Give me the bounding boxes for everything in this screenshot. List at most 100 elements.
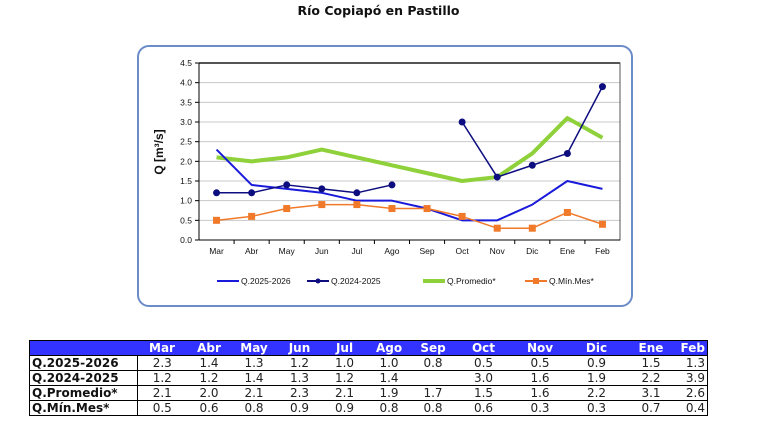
y-tick-label: 0.0 — [180, 235, 192, 245]
table-cell: 2.3 — [277, 385, 322, 401]
table-cell: 1.5 — [625, 355, 677, 371]
table-cell: 0.6 — [187, 400, 231, 416]
x-tick-label: Mar — [209, 246, 224, 256]
table-row: Q.2025-2026 2.3 1.4 1.3 1.2 1.0 1.0 0.8 0.5 0.5 0.… — [29, 355, 708, 371]
x-tick-label: Oct — [456, 246, 470, 256]
table-row: Q.2024-2025 1.2 1.2 1.4 1.3 1.2 1.4 3.0 1.6 1.9 2.… — [29, 370, 708, 386]
table-cell: 0.9 — [322, 400, 367, 416]
data-point — [528, 161, 536, 169]
data-point — [283, 181, 291, 189]
table-cell: 1.2 — [322, 370, 367, 386]
series-line — [216, 184, 393, 194]
table-cell: 1.9 — [367, 385, 411, 401]
legend-label: Q.Promedio* — [447, 276, 496, 286]
table-cell: 1.4 — [367, 370, 411, 386]
table-header-cell: Ene — [625, 340, 677, 356]
x-tick-label: Ago — [384, 246, 399, 256]
y-tick-label: 3.5 — [180, 97, 192, 107]
y-tick-label: 3.0 — [180, 117, 192, 127]
table-header-cell: Jun — [277, 340, 322, 356]
table-cell: 1.4 — [231, 370, 277, 386]
data-point — [213, 189, 221, 197]
table-header-cell: Abr — [187, 340, 231, 356]
table-header-cell: Sep — [411, 340, 455, 356]
table-row: Q.Promedio* 2.1 2.0 2.1 2.3 2.1 1.9 1.7 1.5 1.6 2.… — [29, 385, 708, 401]
table-cell: 0.8 — [411, 400, 455, 416]
table-header-cell: Dic — [568, 340, 625, 356]
x-tick-label: Abr — [245, 246, 258, 256]
table-cell: 2.1 — [137, 385, 187, 401]
table-cell: 2.2 — [625, 370, 677, 386]
data-point — [528, 224, 536, 232]
table-row: Q.Mín.Mes* 0.5 0.6 0.8 0.9 0.9 0.8 0.8 0.6 0.3 0.3… — [29, 400, 708, 416]
y-tick-label: 2.0 — [180, 156, 192, 166]
table-cell: 1.3 — [277, 370, 322, 386]
table-cell: 0.9 — [277, 400, 322, 416]
table-cell: 2.1 — [322, 385, 367, 401]
data-point — [248, 212, 256, 220]
series-group — [213, 83, 606, 232]
y-tick-label: 1.0 — [180, 196, 192, 206]
table-cell: 2.0 — [187, 385, 231, 401]
series-q-promedio- — [216, 116, 604, 183]
table-cell: 1.5 — [455, 385, 512, 401]
table-cell: 1.3 — [231, 355, 277, 371]
data-point — [248, 189, 256, 197]
data-point — [458, 212, 466, 220]
y-axis-ticks: 0.0 0.5 1.0 1.5 2.0 2.5 3.0 3.5 4.0 4.5 — [180, 58, 199, 245]
legend-label: Q.2024-2025 — [331, 276, 381, 286]
x-tick-label: Nov — [490, 246, 506, 256]
y-tick-label: 4.5 — [180, 58, 192, 68]
table-cell: 3.0 — [455, 370, 512, 386]
table-cell: 1.2 — [277, 355, 322, 371]
x-tick-label: Dic — [526, 246, 539, 256]
y-tick-label: 2.5 — [180, 137, 192, 147]
gridlines — [199, 82, 620, 221]
legend-marker — [533, 278, 539, 284]
data-point — [388, 205, 396, 213]
table-header-row: Mar Abr May Jun Jul Ago Sep Oct Nov Dic Ene Feb — [29, 340, 708, 356]
table-cell: 0.9 — [568, 355, 625, 371]
table-cell: 2.1 — [231, 385, 277, 401]
table-cell: 0.5 — [512, 355, 568, 371]
series-line — [216, 116, 604, 183]
table-header-cell: Feb — [677, 340, 708, 356]
table-cell: 1.6 — [512, 370, 568, 386]
data-point — [388, 181, 396, 189]
x-tick-label: Sep — [419, 246, 434, 256]
legend-item: Q.2025-2026 — [217, 276, 291, 286]
table-cell: 0.6 — [455, 400, 512, 416]
table-cell: 0.5 — [455, 355, 512, 371]
table-cell: 0.8 — [367, 400, 411, 416]
legend-label: Q.2025-2026 — [241, 276, 291, 286]
x-axis-ticks: Mar Abr May Jun Jul Ago Sep Oct Nov Dic Ene Feb — [209, 240, 610, 256]
table-cell: 1.0 — [367, 355, 411, 371]
data-point — [318, 185, 326, 193]
table-header-cell: Jul — [322, 340, 367, 356]
data-point — [598, 83, 606, 91]
table-cell: 0.4 — [677, 400, 708, 416]
table-cell: 3.1 — [625, 385, 677, 401]
table-cell: 0.5 — [137, 400, 187, 416]
table-cell: 1.2 — [187, 370, 231, 386]
chart-title: Río Copiapó en Pastillo — [297, 3, 460, 18]
data-point — [423, 205, 431, 213]
data-point — [563, 149, 571, 157]
table-cell: 1.3 — [677, 355, 708, 371]
data-point — [598, 220, 606, 228]
table-header-cell: Oct — [455, 340, 512, 356]
data-point — [493, 173, 501, 181]
legend-item: Q.Mín.Mes* — [525, 276, 595, 286]
table-cell: 1.0 — [322, 355, 367, 371]
series-line — [215, 148, 603, 222]
y-tick-label: 1.5 — [180, 176, 192, 186]
x-tick-label: Jul — [351, 246, 362, 256]
table-cell: 2.2 — [568, 385, 625, 401]
table-cell — [411, 370, 455, 386]
table-cell: 0.3 — [568, 400, 625, 416]
data-point — [213, 216, 221, 224]
series-q-2024-2025 — [213, 83, 606, 197]
row-label: Q.Promedio* — [29, 385, 138, 401]
y-tick-label: 4.0 — [180, 78, 192, 88]
